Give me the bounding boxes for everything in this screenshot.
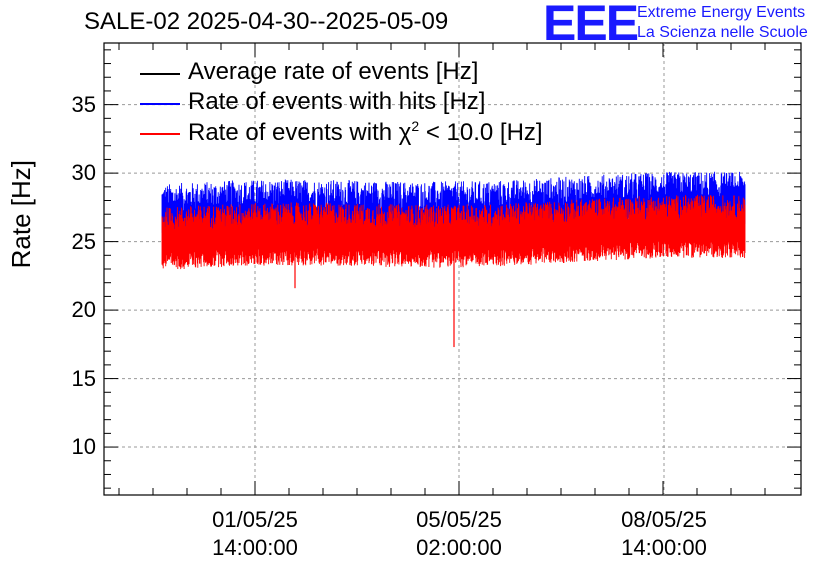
series-chi2-line [161, 194, 746, 270]
x-tick-date-0: 01/05/25 [212, 507, 298, 532]
legend-label-average: Average rate of events [Hz] [188, 58, 479, 85]
legend-label-chi2: Rate of events with χ2 < 10.0 [Hz] [188, 118, 543, 147]
x-tick-date-1: 05/05/25 [416, 507, 502, 532]
y-tick-label-25: 25 [71, 228, 96, 254]
y-tick-label-15: 15 [71, 365, 96, 391]
x-tick-date-2: 08/05/25 [621, 507, 707, 532]
y-tick-label-30: 30 [71, 160, 96, 186]
x-tick-time-1: 02:00:00 [416, 535, 502, 560]
brand-line-2: La Scienza nelle Scuole [637, 24, 808, 41]
x-tick-time-2: 14:00:00 [621, 535, 707, 560]
x-tick-label-1: 05/05/25 02:00:00 [389, 506, 529, 562]
y-tick-label-20: 20 [71, 297, 96, 323]
legend-chi2-prefix: Rate of events with χ [188, 119, 412, 146]
legend-swatch-hits [140, 103, 180, 105]
legend-label-hits: Rate of events with hits [Hz] [188, 88, 486, 115]
x-tick-label-0: 01/05/25 14:00:00 [185, 506, 325, 562]
y-tick-label-10: 10 [71, 434, 96, 460]
legend-swatch-average [140, 73, 180, 75]
legend-chi2-sup: 2 [411, 118, 420, 134]
chart-title: SALE-02 2025-04-30--2025-05-09 [84, 8, 449, 35]
x-tick-time-0: 14:00:00 [212, 535, 298, 560]
eee-logo: EEE [543, 0, 639, 51]
x-tick-label-2: 08/05/25 14:00:00 [594, 506, 734, 562]
y-tick-label-35: 35 [71, 91, 96, 117]
y-axis-label: Rate [Hz] [6, 160, 36, 269]
legend-chi2-suffix: < 10.0 [Hz] [419, 119, 543, 146]
legend-swatch-chi2 [140, 133, 180, 135]
brand-line-1: Extreme Energy Events [637, 4, 806, 21]
